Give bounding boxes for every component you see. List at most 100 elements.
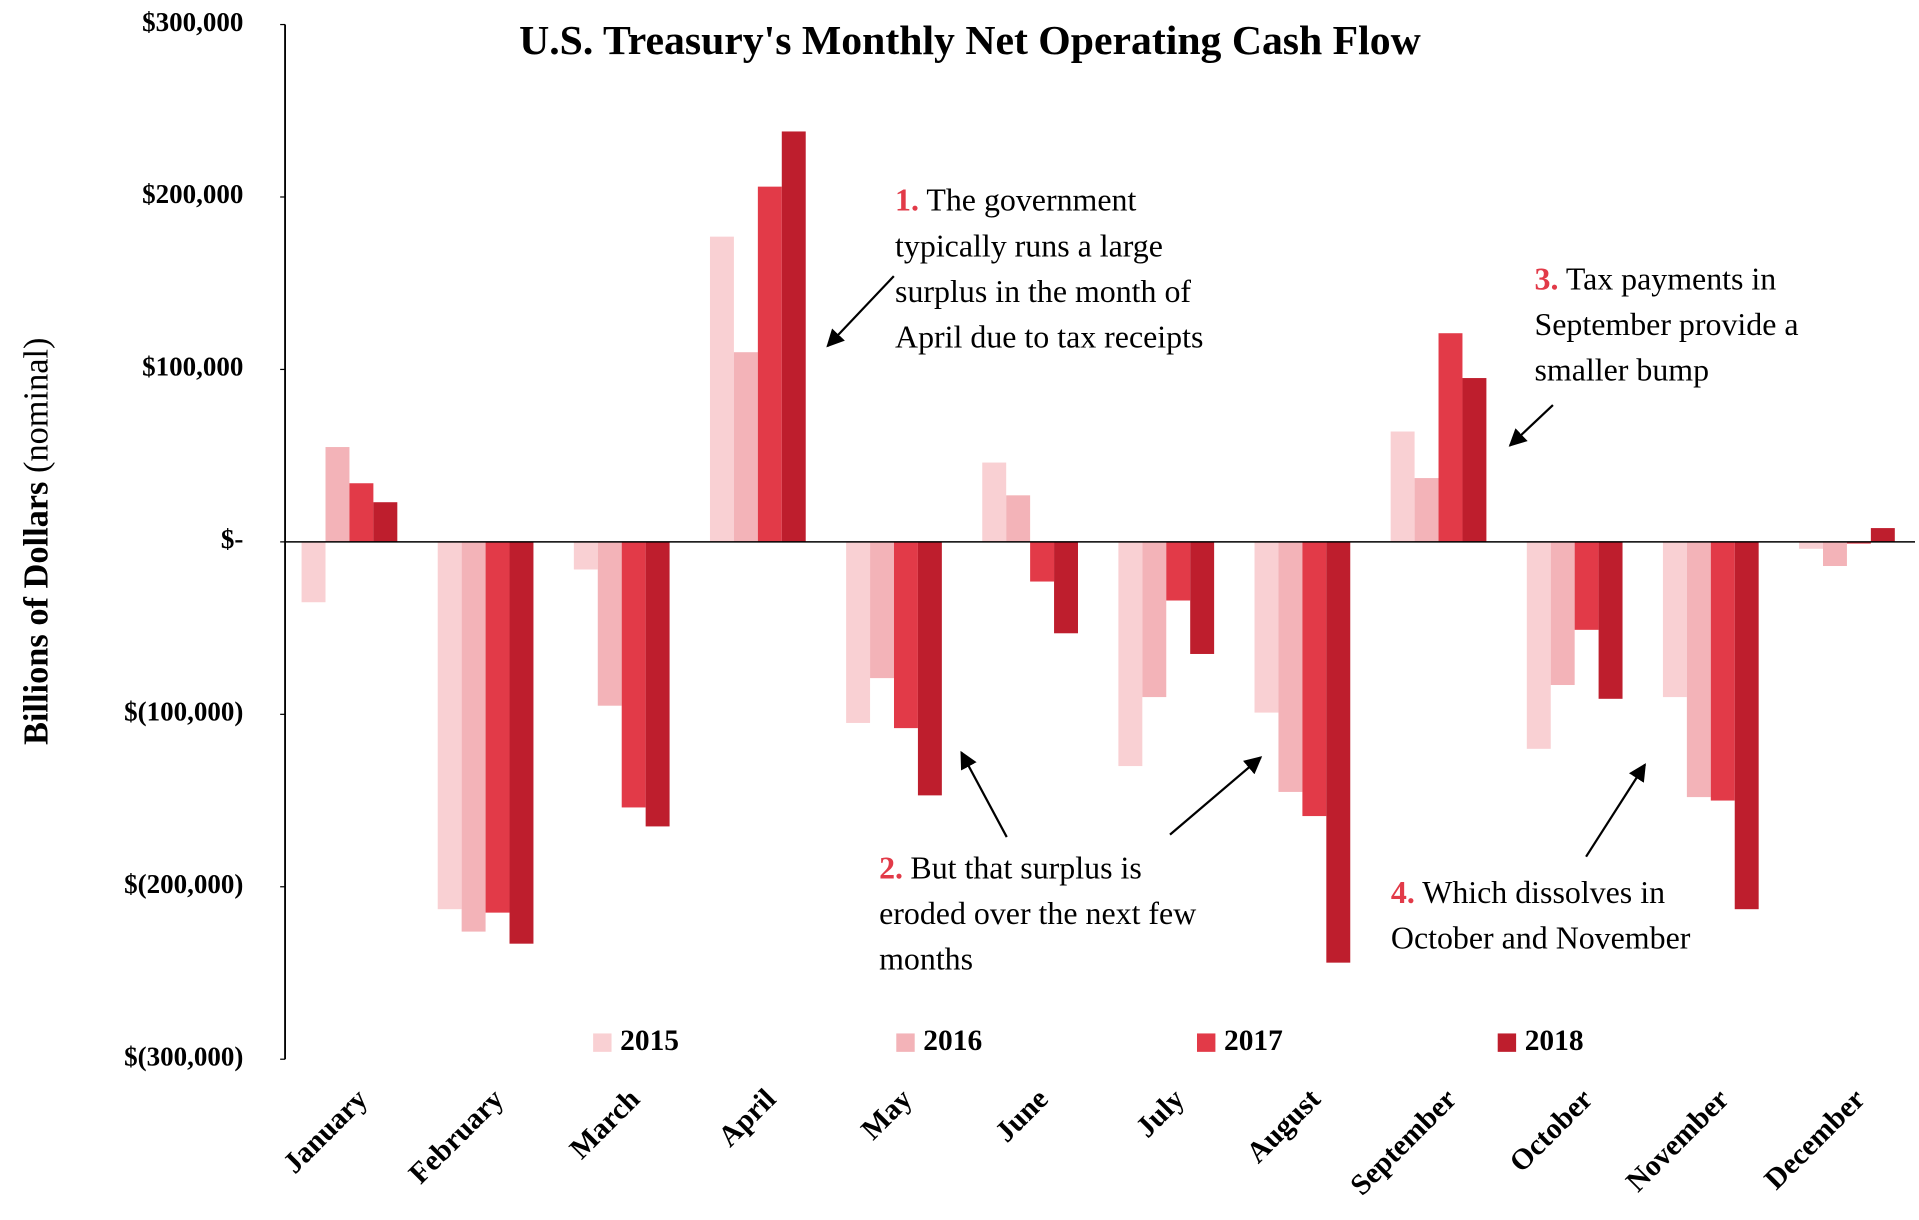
annotation-line: September provide a bbox=[1535, 307, 1799, 342]
bar bbox=[1823, 541, 1847, 567]
y-tick-label: $300,000 bbox=[142, 7, 243, 37]
bar bbox=[1030, 541, 1055, 582]
bar bbox=[757, 186, 782, 542]
y-tick-label: $200,000 bbox=[142, 179, 243, 209]
x-tick-label: April bbox=[712, 1083, 782, 1153]
bar bbox=[1054, 541, 1078, 634]
arrow bbox=[960, 750, 1008, 838]
bar bbox=[1870, 528, 1895, 542]
bar bbox=[437, 541, 462, 910]
annotation-number: 2. bbox=[879, 851, 903, 886]
y-tick-label: $- bbox=[221, 524, 244, 554]
annotation-number: 4. bbox=[1391, 875, 1415, 910]
legend-swatch bbox=[1196, 1033, 1216, 1052]
annotation-line: April due to tax receipts bbox=[895, 319, 1203, 354]
y-label: Billions of Dollars bbox=[17, 482, 55, 745]
x-tick-label: March bbox=[564, 1083, 646, 1165]
bar bbox=[509, 541, 534, 944]
bar bbox=[1598, 541, 1623, 699]
bar bbox=[645, 541, 670, 827]
annotation-line: smaller bump bbox=[1535, 352, 1710, 387]
bar bbox=[1254, 541, 1279, 713]
annotation-line: The government bbox=[926, 183, 1136, 218]
bar bbox=[1462, 378, 1487, 542]
legend-label: 2018 bbox=[1525, 1025, 1584, 1057]
bar bbox=[1166, 541, 1191, 601]
annotation: 2. But that surplus is bbox=[879, 851, 1142, 886]
bar bbox=[1734, 541, 1759, 910]
bar bbox=[1142, 541, 1167, 698]
chart-title: U.S. Treasury's Monthly Net Operating Ca… bbox=[519, 18, 1421, 64]
annotation-line: months bbox=[879, 942, 973, 977]
y-label-note: (nominal) bbox=[17, 337, 55, 473]
x-tick-label: November bbox=[1620, 1083, 1735, 1198]
annotation-number: 3. bbox=[1535, 262, 1559, 297]
bar bbox=[1006, 495, 1031, 542]
bar bbox=[1278, 541, 1303, 792]
annotation-line: surplus in the month of bbox=[895, 274, 1191, 309]
bar bbox=[917, 541, 942, 796]
annotation-number: 1. bbox=[895, 183, 919, 218]
bar bbox=[1662, 541, 1687, 698]
arrow bbox=[826, 275, 895, 348]
legend-label: 2016 bbox=[923, 1025, 982, 1057]
bar bbox=[1118, 541, 1143, 767]
y-tick-label: $100,000 bbox=[142, 352, 243, 382]
annotation-line: But that surplus is bbox=[910, 851, 1141, 886]
bar bbox=[1799, 541, 1824, 549]
annotation-line: eroded over the next few bbox=[879, 896, 1196, 931]
y-axis-label: Billions of Dollars (nominal) bbox=[17, 337, 55, 745]
legend-label: 2015 bbox=[620, 1025, 679, 1057]
bar bbox=[982, 462, 1007, 542]
arrow bbox=[1169, 756, 1263, 836]
bar bbox=[870, 541, 894, 679]
x-tick-label: May bbox=[855, 1083, 918, 1146]
bar bbox=[1550, 541, 1575, 686]
arrow bbox=[1508, 404, 1554, 447]
x-tick-label: January bbox=[277, 1083, 374, 1180]
annotation-line: October and November bbox=[1391, 921, 1691, 956]
bar bbox=[373, 502, 398, 542]
bar bbox=[781, 131, 806, 542]
bar bbox=[1710, 541, 1735, 801]
x-tick-label: July bbox=[1130, 1083, 1191, 1144]
y-tick-label: $(300,000) bbox=[124, 1041, 243, 1071]
bar bbox=[621, 541, 646, 808]
bar bbox=[1686, 541, 1711, 798]
bar bbox=[1846, 541, 1871, 544]
arrows bbox=[826, 275, 1646, 858]
bar bbox=[573, 541, 598, 570]
bar bbox=[709, 236, 734, 542]
bar bbox=[1526, 541, 1551, 749]
bar bbox=[325, 447, 350, 542]
annotation: 4. Which dissolves in bbox=[1391, 875, 1665, 910]
annotation-line: Which dissolves in bbox=[1422, 875, 1665, 910]
x-tick-label: September bbox=[1344, 1083, 1463, 1202]
bar bbox=[485, 541, 510, 913]
bar bbox=[1190, 541, 1215, 654]
annotation-line: typically runs a large bbox=[895, 228, 1163, 263]
y-tick-label: $(100,000) bbox=[124, 697, 243, 727]
bar bbox=[846, 541, 871, 723]
x-tick-label: October bbox=[1504, 1083, 1599, 1178]
bar bbox=[301, 541, 326, 603]
bar bbox=[1438, 333, 1463, 542]
bar bbox=[1390, 431, 1415, 542]
bar bbox=[733, 352, 758, 542]
annotation: 3. Tax payments in bbox=[1535, 262, 1777, 297]
bar bbox=[349, 483, 374, 542]
x-tick-label: June bbox=[989, 1083, 1054, 1148]
bar bbox=[893, 541, 918, 729]
bar bbox=[1574, 541, 1599, 630]
legend-swatch bbox=[1497, 1033, 1517, 1052]
bar bbox=[1326, 541, 1351, 963]
bar bbox=[597, 541, 622, 706]
y-tick-label: $(200,000) bbox=[124, 869, 243, 899]
bar bbox=[1302, 541, 1327, 817]
annotation-line: Tax payments in bbox=[1566, 262, 1776, 297]
x-tick-label: August bbox=[1241, 1083, 1327, 1169]
bar bbox=[1414, 478, 1439, 542]
x-tick-label: December bbox=[1759, 1083, 1872, 1196]
